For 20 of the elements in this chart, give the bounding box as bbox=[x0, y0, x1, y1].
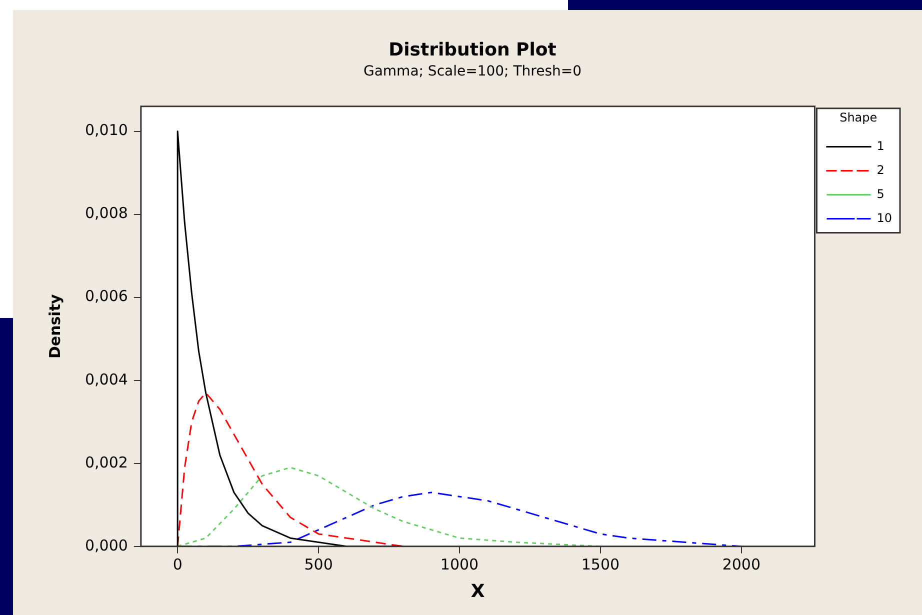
x-tick-label: 0 bbox=[172, 555, 182, 574]
y-tick-label: 0,010 bbox=[84, 121, 128, 140]
y-tick-label: 0,000 bbox=[84, 536, 128, 554]
y-tick-label: 0,006 bbox=[84, 287, 128, 306]
chart-title: Distribution Plot bbox=[388, 39, 557, 60]
x-tick-label: 1500 bbox=[581, 555, 620, 574]
x-tick-label: 1000 bbox=[440, 555, 479, 574]
y-tick-label: 0,002 bbox=[84, 453, 128, 472]
legend-title: Shape bbox=[840, 110, 878, 125]
x-axis-title: X bbox=[470, 580, 485, 602]
legend-label: 10 bbox=[876, 210, 892, 225]
legend-label: 5 bbox=[876, 186, 884, 201]
legend-label: 2 bbox=[876, 162, 884, 177]
x-tick-label: 2000 bbox=[722, 555, 761, 574]
legend-label: 1 bbox=[876, 138, 884, 153]
y-axis-title: Density bbox=[46, 294, 64, 359]
x-tick-label: 500 bbox=[304, 555, 333, 574]
y-tick-label: 0,004 bbox=[84, 370, 128, 388]
y-tick-label: 0,008 bbox=[84, 204, 128, 222]
chart-subtitle: Gamma; Scale=100; Thresh=0 bbox=[363, 64, 582, 80]
